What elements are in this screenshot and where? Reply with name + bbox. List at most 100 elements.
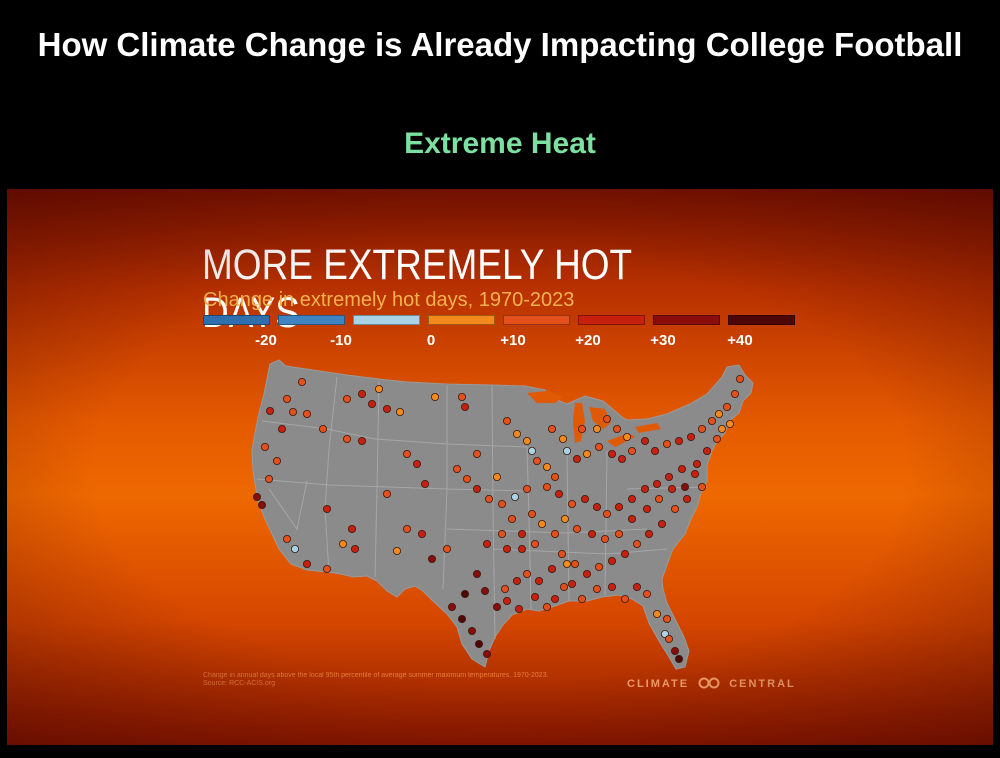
brand-left-text: CLIMATE [627, 678, 690, 690]
city-marker [497, 529, 506, 538]
city-marker [265, 406, 274, 415]
city-marker [608, 556, 617, 565]
city-marker [551, 472, 560, 481]
city-marker [588, 529, 597, 538]
city-marker [528, 446, 537, 455]
city-marker [641, 484, 650, 493]
city-marker [482, 539, 491, 548]
city-marker [507, 514, 516, 523]
city-marker [608, 449, 617, 458]
legend-label: +30 [650, 332, 676, 349]
city-marker [277, 424, 286, 433]
city-marker [474, 639, 483, 648]
city-marker [252, 492, 261, 501]
city-marker [357, 389, 366, 398]
legend-labels: -20 -10 0 +10 +20 +30 +40 [203, 331, 798, 351]
city-marker [613, 424, 622, 433]
city-marker [528, 509, 537, 518]
legend-swatch [278, 315, 345, 325]
city-marker [543, 462, 552, 471]
city-marker [628, 514, 637, 523]
city-marker [510, 492, 519, 501]
city-marker [322, 564, 331, 573]
city-marker [318, 424, 327, 433]
legend-swatch [428, 315, 495, 325]
source-note: Change in annual days above the local 95… [203, 672, 633, 688]
city-marker [555, 489, 564, 498]
city-marker [628, 446, 637, 455]
city-marker [350, 544, 359, 553]
city-marker [288, 407, 297, 416]
slide-title: How Climate Change is Already Impacting … [37, 26, 963, 63]
city-marker [675, 654, 684, 663]
city-marker [543, 482, 552, 491]
city-marker [447, 602, 456, 611]
city-marker [558, 549, 567, 558]
city-marker [417, 529, 426, 538]
city-marker [523, 436, 532, 445]
infographic: MORE EXTREMELY HOT DAYS Change in extrem… [7, 189, 993, 745]
city-marker [338, 539, 347, 548]
city-marker [723, 402, 732, 411]
city-marker [531, 539, 540, 548]
city-marker [653, 479, 662, 488]
city-marker [467, 626, 476, 635]
legend-swatch [653, 315, 720, 325]
city-marker [512, 429, 521, 438]
city-marker [621, 549, 630, 558]
city-marker [492, 602, 501, 611]
city-marker [402, 449, 411, 458]
city-marker [480, 586, 489, 595]
city-marker [581, 494, 590, 503]
city-marker [698, 482, 707, 491]
city-marker [608, 582, 617, 591]
city-marker [671, 646, 680, 655]
city-marker [595, 442, 604, 451]
city-marker [726, 419, 735, 428]
city-marker [551, 594, 560, 603]
legend-label: +40 [727, 332, 753, 349]
city-marker [615, 502, 624, 511]
city-marker [561, 514, 570, 523]
graphic-headline: MORE EXTREMELY HOT DAYS [202, 241, 632, 337]
city-marker [347, 524, 356, 533]
city-marker [382, 489, 391, 498]
city-marker [703, 446, 712, 455]
city-marker [668, 484, 677, 493]
legend-swatch [578, 315, 645, 325]
city-markers [252, 374, 745, 663]
city-marker [665, 634, 674, 643]
city-marker [514, 604, 523, 613]
city-marker [420, 479, 429, 488]
city-marker [427, 554, 436, 563]
city-marker [615, 529, 624, 538]
legend-label: -10 [330, 332, 352, 349]
city-marker [548, 424, 557, 433]
city-marker [531, 592, 540, 601]
legend-label: 0 [426, 332, 436, 349]
city-marker [595, 562, 604, 571]
city-marker [678, 464, 687, 473]
legend-swatch [728, 315, 795, 325]
city-marker [533, 456, 542, 465]
city-marker [402, 524, 411, 533]
city-marker [623, 432, 632, 441]
city-marker [601, 534, 610, 543]
city-marker [687, 432, 696, 441]
city-marker [484, 494, 493, 503]
city-marker [563, 446, 572, 455]
city-marker [543, 602, 552, 611]
city-marker [681, 482, 690, 491]
city-marker [603, 509, 612, 518]
city-marker [523, 569, 532, 578]
city-marker [621, 594, 630, 603]
city-marker [583, 569, 592, 578]
city-marker [736, 374, 745, 383]
city-marker [462, 474, 471, 483]
city-marker [502, 416, 511, 425]
city-marker [633, 582, 642, 591]
city-marker [628, 494, 637, 503]
city-marker [633, 539, 642, 548]
city-marker [395, 407, 404, 416]
city-marker [568, 499, 577, 508]
